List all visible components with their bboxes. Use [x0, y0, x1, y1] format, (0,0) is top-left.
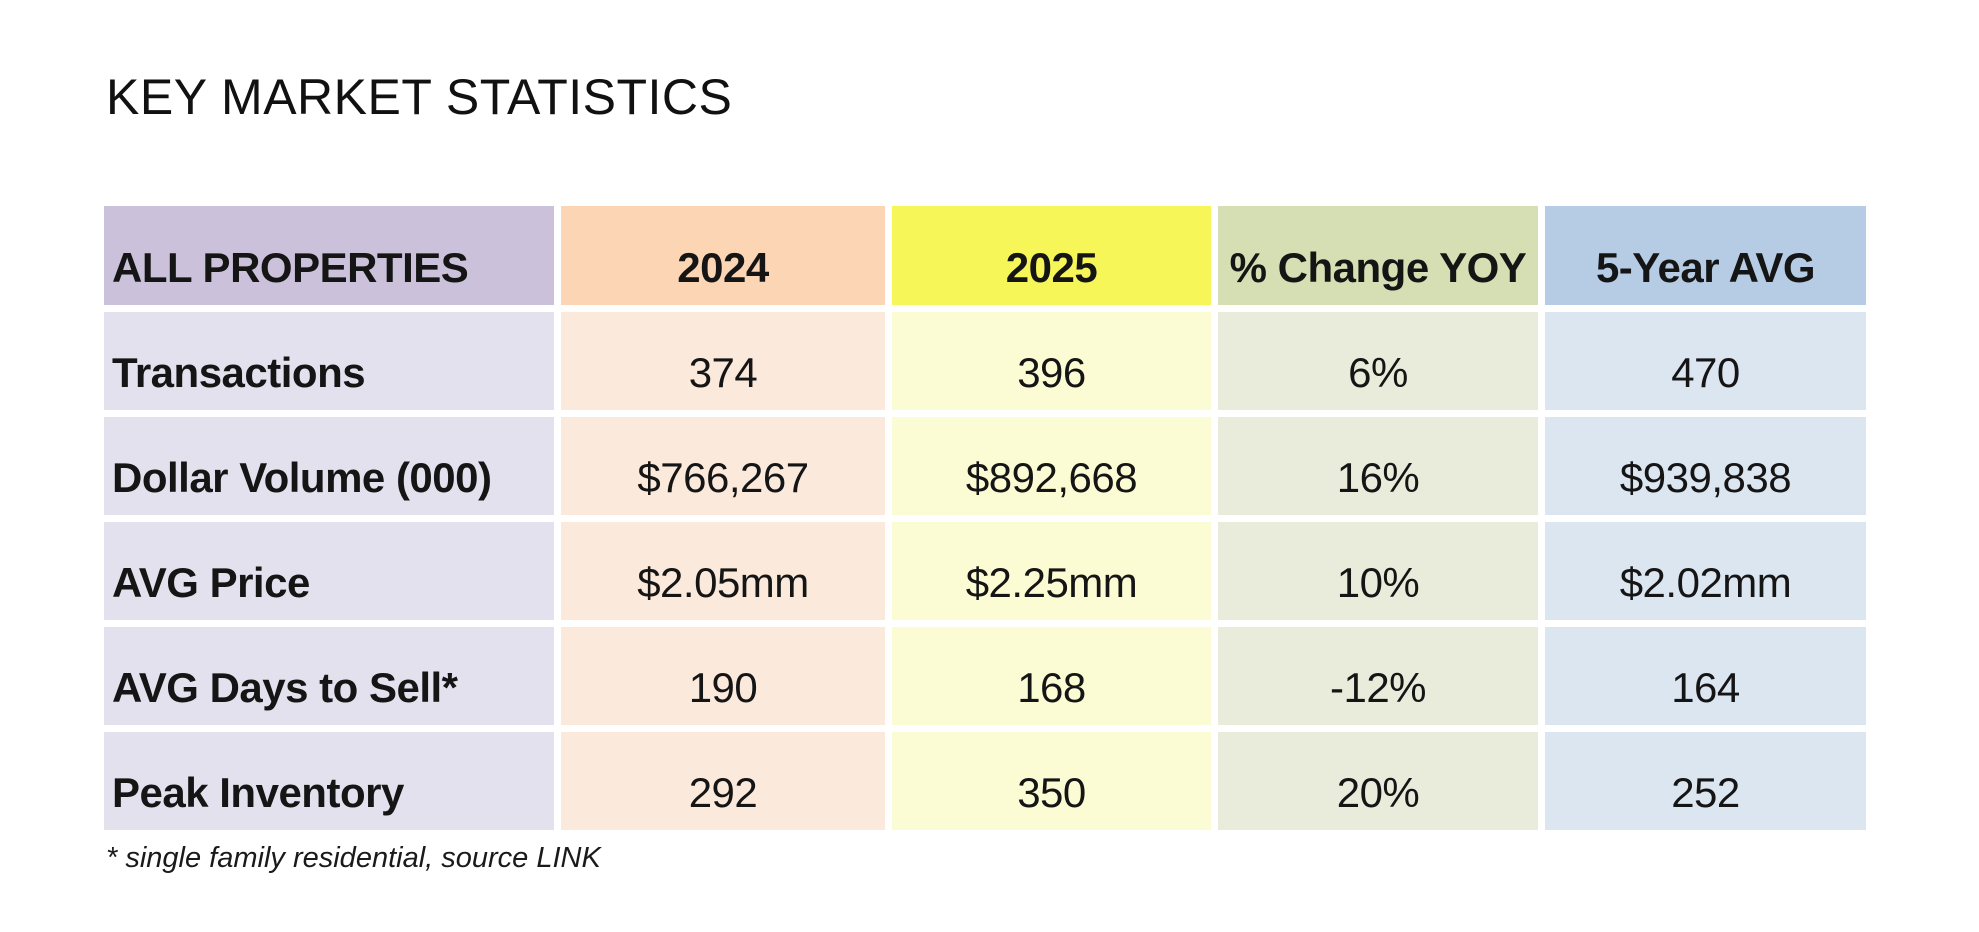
column-header-all-properties: ALL PROPERTIES [104, 206, 554, 305]
cell-avg-days-2024: 190 [561, 627, 885, 725]
key-market-statistics-table: ALL PROPERTIES 2024 2025 % Change YOY 5-… [104, 206, 1866, 830]
cell-peak-inventory-5yr-avg: 252 [1545, 732, 1866, 830]
column-header-2025: 2025 [892, 206, 1211, 305]
row-label-transactions: Transactions [104, 312, 554, 410]
cell-avg-days-5yr-avg: 164 [1545, 627, 1866, 725]
cell-peak-inventory-2025: 350 [892, 732, 1211, 830]
cell-transactions-2025: 396 [892, 312, 1211, 410]
column-header-2024: 2024 [561, 206, 885, 305]
cell-avg-price-2024: $2.05mm [561, 522, 885, 620]
row-label-peak-inventory: Peak Inventory [104, 732, 554, 830]
cell-avg-price-5yr-avg: $2.02mm [1545, 522, 1866, 620]
cell-transactions-2024: 374 [561, 312, 885, 410]
cell-dollar-volume-5yr-avg: $939,838 [1545, 417, 1866, 515]
cell-dollar-volume-pct-change: 16% [1218, 417, 1538, 515]
page-title: KEY MARKET STATISTICS [106, 69, 733, 125]
column-header-5-year-avg: 5-Year AVG [1545, 206, 1866, 305]
cell-avg-days-2025: 168 [892, 627, 1211, 725]
cell-avg-days-pct-change: -12% [1218, 627, 1538, 725]
column-header-pct-change-yoy: % Change YOY [1218, 206, 1538, 305]
cell-dollar-volume-2025: $892,668 [892, 417, 1211, 515]
cell-dollar-volume-2024: $766,267 [561, 417, 885, 515]
cell-avg-price-2025: $2.25mm [892, 522, 1211, 620]
row-label-avg-days-to-sell: AVG Days to Sell* [104, 627, 554, 725]
row-label-dollar-volume: Dollar Volume (000) [104, 417, 554, 515]
table-footnote: * single family residential, source LINK [106, 842, 601, 874]
cell-peak-inventory-pct-change: 20% [1218, 732, 1538, 830]
cell-avg-price-pct-change: 10% [1218, 522, 1538, 620]
cell-peak-inventory-2024: 292 [561, 732, 885, 830]
cell-transactions-pct-change: 6% [1218, 312, 1538, 410]
row-label-avg-price: AVG Price [104, 522, 554, 620]
cell-transactions-5yr-avg: 470 [1545, 312, 1866, 410]
